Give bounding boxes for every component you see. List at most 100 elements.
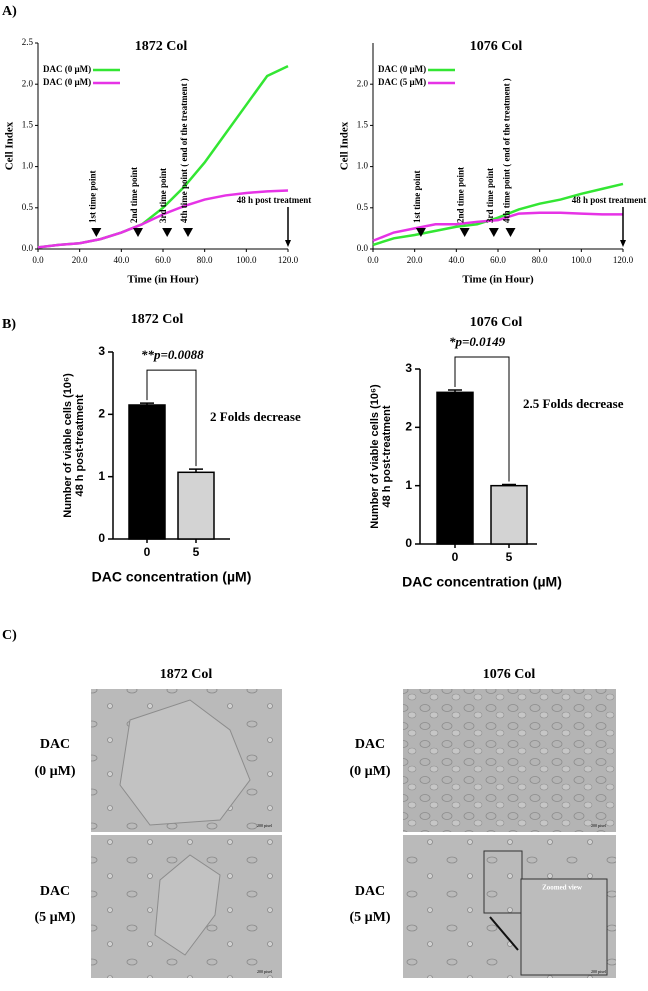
y-tick-label: 2.0	[357, 78, 369, 88]
x-tick-label: 40.0	[448, 255, 464, 265]
bar	[128, 404, 166, 540]
legend-label: DAC (5 µM)	[378, 77, 426, 87]
time-point-marker	[488, 228, 499, 237]
scale-bar: 200 pixel	[257, 823, 273, 828]
post-arrow-label: 48 h post treatment	[572, 195, 647, 205]
panel-c: 1872 Col 1076 Col Zoomed view 200 pixel …	[34, 667, 616, 978]
legend-label: DAC (0 µM)	[43, 64, 91, 74]
x-axis-label: DAC concentration (µM)	[92, 569, 252, 585]
y-axis-label: Number of viable cells (10⁶)	[369, 384, 381, 529]
x-tick-label: 80.0	[532, 255, 548, 265]
column-title: 1076 Col	[483, 667, 536, 682]
bar	[177, 471, 215, 540]
bar	[436, 391, 474, 545]
y-tick-label: 0.0	[357, 243, 369, 253]
error-bar	[140, 402, 154, 405]
x-tick-label: 0	[144, 545, 151, 559]
y-tick-label: 0.0	[22, 243, 34, 253]
post-arrow-head	[620, 240, 626, 247]
zoom-label: Zoomed view	[542, 884, 583, 892]
series-line	[372, 211, 623, 242]
scale-bar: 200 pixel	[591, 969, 607, 974]
y-tick-label: 1	[98, 469, 105, 483]
row-label: DAC	[40, 884, 70, 899]
series-line	[372, 182, 624, 247]
y-axis-label: 48 h post-treatment	[74, 394, 86, 496]
x-tick-label: 60.0	[490, 255, 506, 265]
time-point-label: 2nd time point	[129, 167, 139, 223]
y-tick-label: 3	[405, 361, 412, 375]
bar	[490, 484, 528, 545]
row-label: (0 µM)	[34, 764, 75, 779]
row-label: DAC	[355, 737, 385, 752]
chart-title: 1872 Col	[131, 312, 184, 327]
x-tick-label: 0.0	[367, 255, 379, 265]
error-bar	[502, 483, 516, 486]
y-tick-label: 1	[405, 478, 412, 492]
time-point-marker	[133, 228, 143, 237]
time-point-label: 3rd time point	[158, 168, 168, 223]
x-tick-label: 120.0	[613, 255, 634, 265]
x-tick-label: 0	[452, 550, 459, 564]
x-tick-label: 80.0	[197, 255, 213, 265]
time-point-marker	[91, 228, 102, 237]
p-value: **p=0.0088	[141, 347, 204, 362]
y-tick-label: 1.0	[357, 161, 369, 171]
y-axis-label: Cell Index	[4, 121, 16, 170]
time-point-label: 1st time point	[87, 171, 97, 224]
y-tick-label: 1.0	[22, 161, 34, 171]
cell-cluster	[154, 854, 221, 956]
x-tick-label: 5	[193, 545, 200, 559]
x-tick-label: 20.0	[407, 255, 423, 265]
y-tick-label: 2.0	[22, 78, 34, 88]
zoom-arrow	[489, 916, 519, 951]
time-point-marker	[459, 228, 470, 237]
time-point-marker	[162, 228, 173, 237]
y-tick-label: 0.5	[357, 202, 369, 212]
time-point-label: 4th time point ( end of the treatment )	[502, 78, 512, 223]
chart-title: 1872 Col	[135, 39, 188, 54]
x-tick-label: 5	[506, 550, 513, 564]
y-axis-label: Cell Index	[339, 121, 351, 170]
row-label: (0 µM)	[349, 764, 390, 779]
p-value: *p=0.0149	[449, 334, 506, 349]
panel-label: B)	[2, 317, 16, 332]
x-tick-label: 0.0	[32, 255, 44, 265]
row-label: DAC	[355, 884, 385, 899]
scale-bar: 200 pixel	[591, 823, 607, 828]
y-tick-label: 0.5	[22, 202, 34, 212]
panel-label: C)	[2, 628, 17, 643]
scale-bar: 200 pixel	[257, 969, 273, 974]
fold-change: 2 Folds decrease	[210, 409, 301, 424]
x-axis-label: Time (in Hour)	[462, 274, 534, 286]
time-point-marker	[183, 228, 193, 237]
series-line	[37, 189, 289, 249]
chart-title: 1076 Col	[470, 39, 523, 54]
fold-change: 2.5 Folds decrease	[523, 396, 624, 411]
legend-label: DAC (0 µM)	[43, 77, 91, 87]
chart-title: 1076 Col	[470, 315, 523, 330]
y-tick-label: 1.5	[357, 119, 369, 129]
error-bar	[448, 389, 462, 393]
x-tick-label: 20.0	[72, 255, 88, 265]
x-axis-label: DAC concentration (µM)	[402, 574, 562, 590]
time-point-label: 1st time point	[412, 171, 422, 224]
cell-cluster	[119, 699, 251, 826]
y-tick-label: 2.5	[22, 37, 34, 47]
time-point-marker	[505, 228, 516, 237]
y-tick-label: 1.5	[22, 119, 34, 129]
y-axis-label: Number of viable cells (10⁶)	[62, 373, 74, 518]
post-arrow-label: 48 h post treatment	[237, 195, 312, 205]
time-point-label: 3rd time point	[485, 168, 495, 223]
zoom-box	[520, 878, 608, 976]
x-axis-label: Time (in Hour)	[127, 274, 199, 286]
error-bar	[189, 468, 203, 473]
time-point-label: 2nd time point	[456, 167, 466, 223]
y-tick-label: 2	[405, 420, 412, 434]
y-tick-label: 0	[405, 536, 412, 550]
row-label: (5 µM)	[34, 910, 75, 925]
y-axis-label: 48 h post-treatment	[381, 405, 393, 507]
panel-label: A)	[2, 4, 17, 19]
x-tick-label: 60.0	[155, 255, 171, 265]
